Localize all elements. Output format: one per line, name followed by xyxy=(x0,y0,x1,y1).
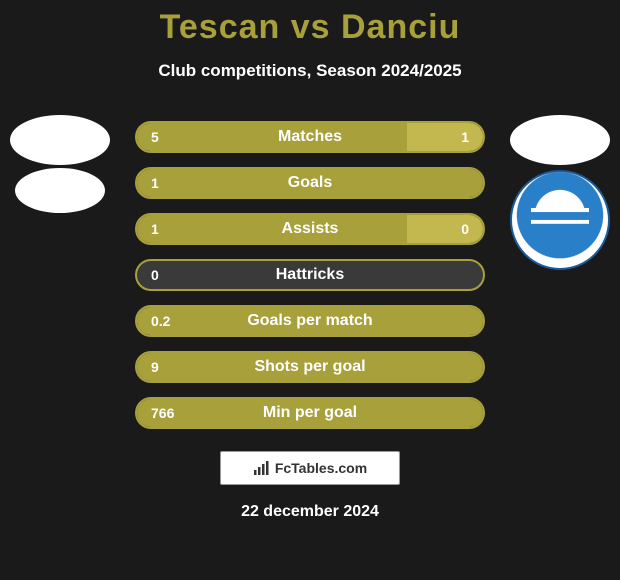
player2-badge-icon xyxy=(510,115,610,165)
stat-label: Goals per match xyxy=(137,307,483,335)
stat-label: Assists xyxy=(137,215,483,243)
stat-label: Min per goal xyxy=(137,399,483,427)
player1-badge-icon xyxy=(10,115,110,165)
stat-label: Hattricks xyxy=(137,261,483,289)
player1-badge2-icon xyxy=(15,168,105,213)
stat-label: Shots per goal xyxy=(137,353,483,381)
stat-row: 10Assists xyxy=(135,213,485,245)
site-name: FcTables.com xyxy=(275,460,367,476)
stat-row: 9Shots per goal xyxy=(135,351,485,383)
stat-row: 51Matches xyxy=(135,121,485,153)
stat-row: 0.2Goals per match xyxy=(135,305,485,337)
subtitle: Club competitions, Season 2024/2025 xyxy=(0,61,620,81)
stat-row: 1Goals xyxy=(135,167,485,199)
chart-icon xyxy=(253,460,269,476)
page-title: Tescan vs Danciu xyxy=(0,8,620,47)
club-crest-icon xyxy=(510,170,610,270)
stat-row: 766Min per goal xyxy=(135,397,485,429)
site-badge[interactable]: FcTables.com xyxy=(220,451,400,485)
stat-label: Goals xyxy=(137,169,483,197)
date-label: 22 december 2024 xyxy=(0,503,620,521)
stat-row: 0Hattricks xyxy=(135,259,485,291)
stats-container: 51Matches 1Goals 10Assists 0Hattricks 0.2Goa… xyxy=(135,121,485,429)
stat-label: Matches xyxy=(137,123,483,151)
